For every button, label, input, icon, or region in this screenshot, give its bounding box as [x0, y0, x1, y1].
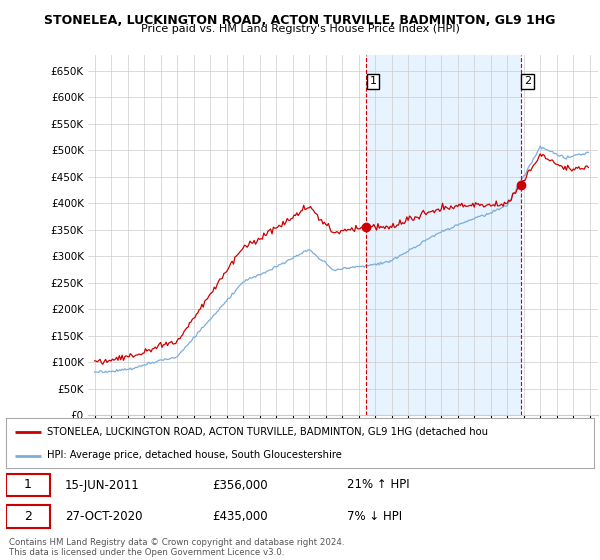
Text: HPI: Average price, detached house, South Gloucestershire: HPI: Average price, detached house, Sout… — [47, 450, 342, 460]
Text: STONELEA, LUCKINGTON ROAD, ACTON TURVILLE, BADMINTON, GL9 1HG (detached hou: STONELEA, LUCKINGTON ROAD, ACTON TURVILL… — [47, 427, 488, 437]
Text: Price paid vs. HM Land Registry's House Price Index (HPI): Price paid vs. HM Land Registry's House … — [140, 24, 460, 34]
Text: 7% ↓ HPI: 7% ↓ HPI — [347, 510, 402, 523]
FancyBboxPatch shape — [6, 474, 50, 496]
Text: 1: 1 — [24, 478, 32, 492]
Text: 27-OCT-2020: 27-OCT-2020 — [65, 510, 142, 523]
Text: 21% ↑ HPI: 21% ↑ HPI — [347, 478, 410, 492]
Text: 1: 1 — [370, 77, 376, 86]
Text: 15-JUN-2011: 15-JUN-2011 — [65, 478, 140, 492]
FancyBboxPatch shape — [6, 505, 50, 528]
Text: 2: 2 — [24, 510, 32, 523]
Text: £356,000: £356,000 — [212, 478, 268, 492]
Text: £435,000: £435,000 — [212, 510, 268, 523]
Bar — [366, 55, 521, 415]
Text: Contains HM Land Registry data © Crown copyright and database right 2024.
This d: Contains HM Land Registry data © Crown c… — [9, 538, 344, 557]
Text: 2: 2 — [524, 77, 531, 86]
Text: STONELEA, LUCKINGTON ROAD, ACTON TURVILLE, BADMINTON, GL9 1HG: STONELEA, LUCKINGTON ROAD, ACTON TURVILL… — [44, 14, 556, 27]
